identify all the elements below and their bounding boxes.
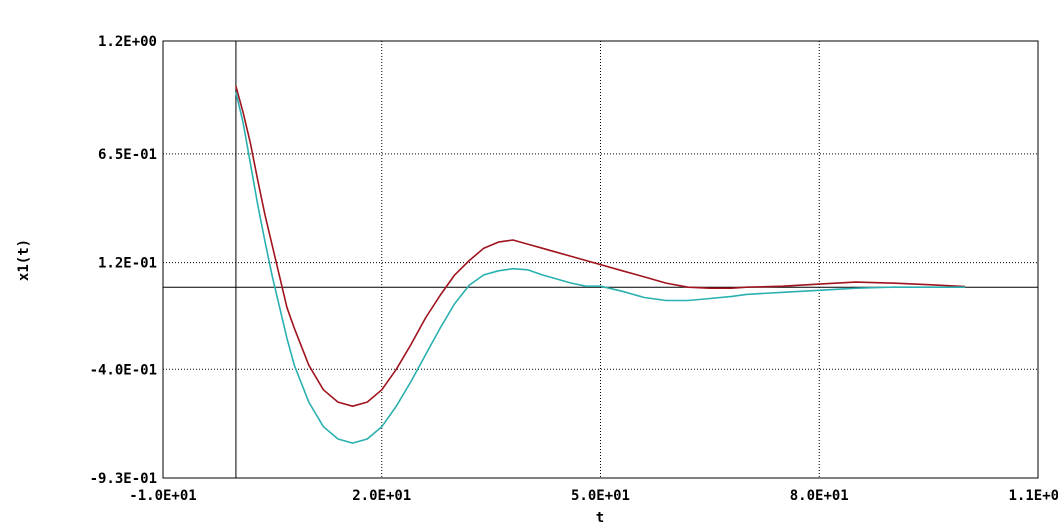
y-tick-label: 1.2E-01 xyxy=(98,256,157,272)
y-tick-label: -9.3E-01 xyxy=(90,471,157,487)
x-tick-label: 2.0E+01 xyxy=(352,488,411,504)
plot-frame xyxy=(162,40,1039,479)
series-line-1 xyxy=(235,85,966,408)
reference-lines xyxy=(163,41,1038,478)
y-tick-labels: 1.2E+00 6.5E-01 1.2E-01 -4.0E-01 -9.3E-01 xyxy=(90,34,157,487)
x-tick-label: -1.0E+01 xyxy=(129,488,196,504)
y-tick-label: 6.5E-01 xyxy=(98,147,157,163)
x-tick-label: 1.1E+02 xyxy=(1008,488,1058,504)
y-tick-label: -4.0E-01 xyxy=(90,362,157,378)
grid xyxy=(162,40,1039,479)
x-tick-label: 8.0E+01 xyxy=(790,488,849,504)
x-tick-labels: -1.0E+01 2.0E+01 5.0E+01 8.0E+01 1.1E+02 xyxy=(129,488,1058,504)
y-axis-label: x1(t) xyxy=(16,239,32,281)
y-tick-label: 1.2E+00 xyxy=(98,34,157,50)
x-axis-label: t xyxy=(596,510,604,526)
series-lines xyxy=(235,85,966,444)
x-tick-label: 5.0E+01 xyxy=(571,488,630,504)
series-line-2 xyxy=(235,92,966,444)
